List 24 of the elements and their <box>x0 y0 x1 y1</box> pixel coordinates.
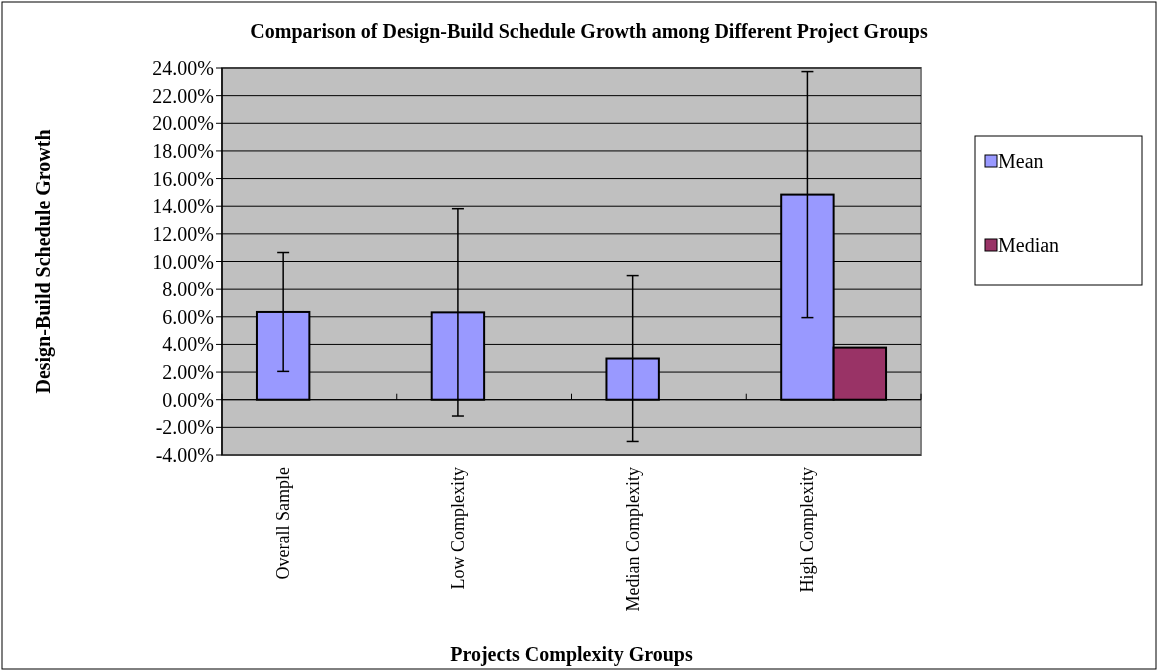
x-tick-label: Low Complexity <box>447 467 468 590</box>
y-axis-title: Design-Build Schedule Growth <box>32 129 55 394</box>
x-tick-label: High Complexity <box>797 467 818 593</box>
x-tick-label: Median Complexity <box>622 467 643 612</box>
y-tick-label: 12.00% <box>152 222 214 245</box>
y-tick-label: 2.00% <box>162 361 214 384</box>
y-tick-label: 10.00% <box>152 250 214 273</box>
y-tick-label: 24.00% <box>152 57 214 79</box>
x-tick-label: Overall Sample <box>273 466 294 580</box>
y-tick-label: 4.00% <box>162 333 214 356</box>
y-tick-label: 20.00% <box>152 112 214 135</box>
y-tick-label: 14.00% <box>152 195 214 218</box>
y-tick-label: 6.00% <box>162 305 214 328</box>
y-tick-label: 8.00% <box>162 278 214 301</box>
y-tick-label: -4.00% <box>155 444 214 466</box>
y-tick-label: 16.00% <box>152 167 214 190</box>
y-tick-label: 0.00% <box>162 388 214 411</box>
legend-label: Mean <box>998 150 1044 172</box>
y-tick-label: 18.00% <box>152 139 214 162</box>
x-axis-title: Projects Complexity Groups <box>450 643 693 666</box>
y-tick-label: -2.00% <box>155 416 214 439</box>
y-tick-label: 22.00% <box>152 84 214 107</box>
chart-title: Comparison of Design-Build Schedule Growth among Different Project Groups <box>250 20 928 43</box>
legend-label: Median <box>998 234 1060 256</box>
